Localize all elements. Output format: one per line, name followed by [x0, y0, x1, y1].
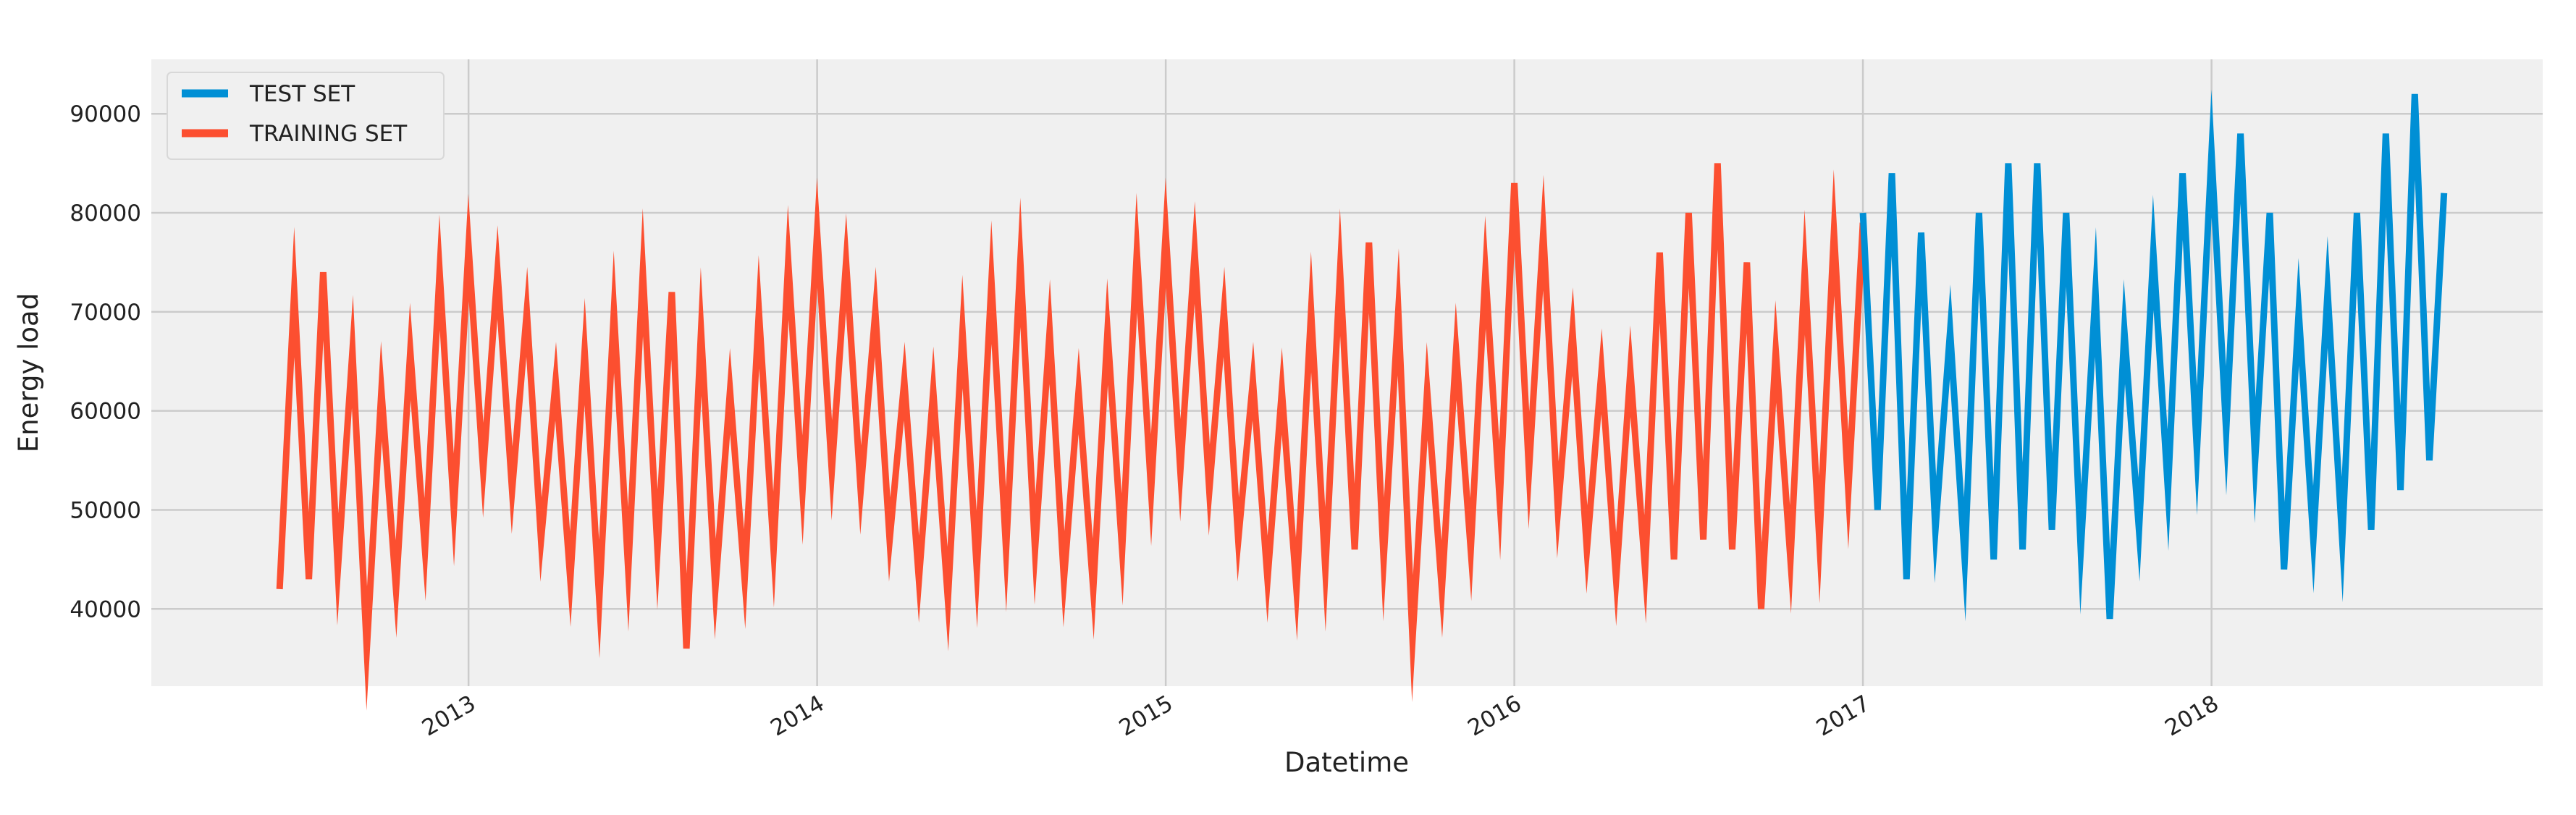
- x-tick-label: 2015: [1115, 691, 1177, 742]
- legend: TEST SET TRAINING SET: [167, 72, 445, 160]
- x-tick-label: 2016: [1463, 691, 1525, 742]
- y-tick-label: 90000: [70, 101, 141, 127]
- y-tick-label: 60000: [70, 399, 141, 425]
- series-line: [276, 163, 1866, 711]
- legend-label: TEST SET: [249, 81, 355, 107]
- y-tick-label: 80000: [70, 200, 141, 227]
- legend-box: [167, 72, 445, 160]
- x-tick-label: 2018: [2160, 691, 2223, 742]
- x-axis-label: Datetime: [1284, 747, 1409, 778]
- lines: [276, 89, 2448, 711]
- y-tick-label: 50000: [70, 497, 141, 523]
- legend-label: TRAINING SET: [249, 121, 408, 147]
- x-tick-label: 2014: [766, 691, 828, 742]
- x-tick-label: 2017: [1812, 691, 1874, 742]
- y-axis-label: Energy load: [13, 293, 44, 452]
- y-tick-label: 70000: [70, 300, 141, 326]
- series-line: [1859, 89, 2448, 622]
- y-tick-label: 40000: [70, 596, 141, 622]
- x-tick-label: 2013: [418, 691, 480, 742]
